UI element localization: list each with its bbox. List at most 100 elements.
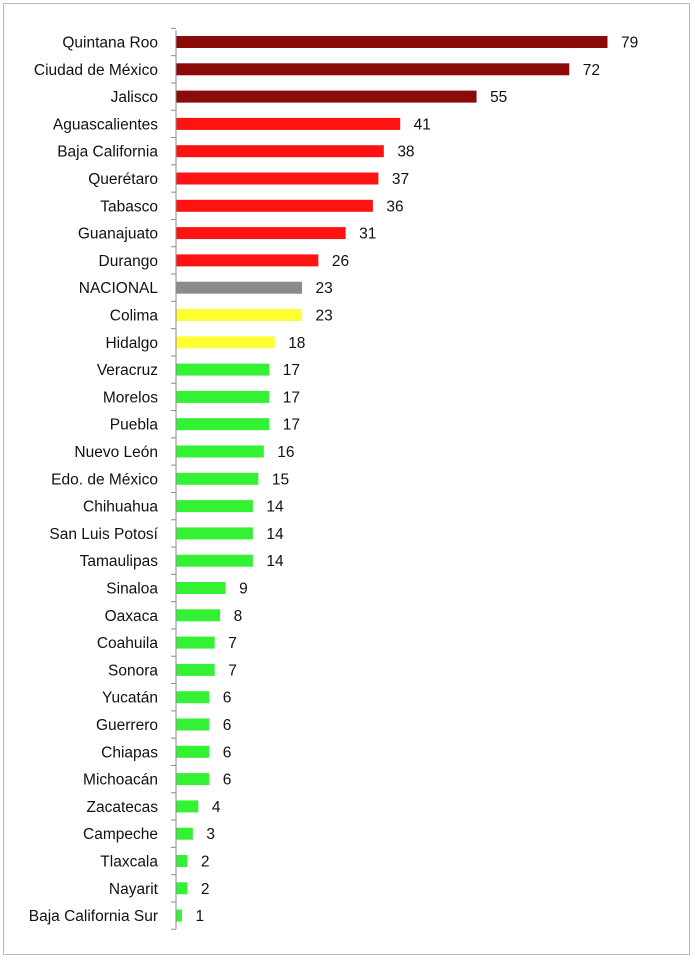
- value-label: 23: [315, 280, 332, 297]
- bar: [176, 609, 221, 622]
- bar: [176, 117, 401, 130]
- category-label: Durango: [99, 253, 158, 270]
- category-label: Edo. de México: [51, 471, 158, 488]
- category-label: Nayarit: [109, 881, 159, 898]
- bar: [176, 445, 264, 458]
- value-label: 4: [212, 799, 221, 816]
- value-label: 1: [195, 908, 204, 925]
- category-label: Yucatán: [102, 690, 158, 707]
- value-label: 15: [272, 471, 289, 488]
- category-label: Sonora: [108, 662, 158, 679]
- value-label: 37: [392, 171, 409, 188]
- category-label: Hidalgo: [105, 335, 158, 352]
- category-label: Ciudad de México: [34, 62, 158, 79]
- category-label: Chihuahua: [83, 499, 158, 516]
- bar: [176, 336, 275, 349]
- category-label: Tamaulipas: [80, 553, 159, 570]
- category-label: Baja California Sur: [29, 908, 158, 925]
- value-label: 18: [288, 335, 305, 352]
- value-label: 7: [228, 635, 237, 652]
- value-label: 6: [223, 690, 232, 707]
- category-label: Guanajuato: [78, 226, 158, 243]
- value-label: 14: [266, 526, 284, 543]
- category-label: Guerrero: [96, 717, 158, 734]
- bar: [176, 827, 193, 840]
- bar: [176, 309, 302, 321]
- category-label: San Luis Potosí: [49, 526, 158, 543]
- category-label: Jalisco: [111, 89, 158, 106]
- value-label: 41: [414, 116, 431, 133]
- category-label: Oaxaca: [105, 608, 159, 625]
- value-label: 36: [386, 198, 403, 215]
- bar: [176, 718, 210, 731]
- bar: [176, 418, 270, 431]
- bar: [176, 527, 253, 540]
- category-label: NACIONAL: [79, 280, 159, 297]
- category-label: Veracruz: [97, 362, 158, 379]
- bar: [176, 500, 253, 513]
- category-label: Quintana Roo: [62, 35, 158, 52]
- value-label: 2: [201, 881, 210, 898]
- bar: [176, 36, 608, 48]
- bar: [176, 636, 215, 649]
- bar: [176, 745, 210, 758]
- value-label: 8: [234, 608, 243, 625]
- bar: [176, 582, 226, 594]
- category-label: Tlaxcala: [100, 854, 158, 871]
- category-label: Puebla: [110, 417, 159, 434]
- category-label: Nuevo León: [74, 444, 158, 461]
- bar: [176, 800, 199, 813]
- bar: [176, 227, 346, 240]
- category-label: Coahuila: [97, 635, 159, 652]
- value-label: 7: [228, 662, 237, 679]
- value-label: 72: [583, 62, 600, 79]
- value-label: 2: [201, 854, 210, 871]
- bar: [176, 882, 188, 895]
- value-label: 17: [283, 389, 300, 406]
- value-label: 3: [206, 826, 215, 843]
- value-label: 14: [266, 553, 284, 570]
- category-label: Campeche: [83, 826, 158, 843]
- value-label: 26: [332, 253, 349, 270]
- bar: [176, 254, 319, 267]
- bar: [176, 390, 270, 403]
- bar: [176, 773, 210, 786]
- bar: [176, 554, 253, 567]
- category-label: Baja California: [57, 144, 158, 161]
- category-label: Querétaro: [88, 171, 158, 188]
- category-label: Morelos: [103, 389, 158, 406]
- value-label: 14: [266, 499, 284, 516]
- bar: [176, 90, 477, 103]
- category-label: Chiapas: [101, 744, 158, 761]
- value-label: 9: [239, 581, 248, 598]
- value-label: 55: [490, 89, 507, 106]
- bar: [176, 281, 302, 294]
- value-label: 6: [223, 717, 232, 734]
- bar: [176, 855, 188, 867]
- bar: [176, 909, 182, 922]
- value-label: 79: [621, 35, 638, 52]
- bar: [176, 145, 384, 158]
- value-label: 16: [277, 444, 294, 461]
- value-label: 6: [223, 744, 232, 761]
- value-label: 17: [283, 417, 300, 434]
- value-label: 17: [283, 362, 300, 379]
- bar: [176, 691, 210, 704]
- bar: [176, 363, 270, 376]
- bar: [176, 172, 379, 185]
- bar: [176, 63, 570, 76]
- value-label: 23: [315, 308, 332, 325]
- category-label: Zacatecas: [86, 799, 158, 816]
- bar: [176, 472, 259, 485]
- category-label: Aguascalientes: [53, 116, 158, 133]
- category-label: Michoacán: [83, 772, 158, 789]
- category-label: Colima: [110, 308, 159, 325]
- category-label: Sinaloa: [106, 581, 158, 598]
- bar: [176, 199, 373, 212]
- value-label: 31: [359, 226, 376, 243]
- chart-frame: [3, 3, 690, 955]
- category-label: Tabasco: [100, 198, 158, 215]
- value-label: 38: [397, 144, 414, 161]
- value-label: 6: [223, 772, 232, 789]
